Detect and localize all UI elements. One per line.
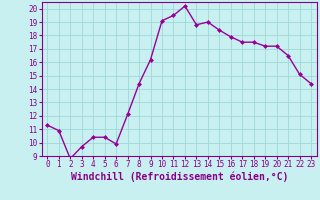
X-axis label: Windchill (Refroidissement éolien,°C): Windchill (Refroidissement éolien,°C) — [70, 172, 288, 182]
